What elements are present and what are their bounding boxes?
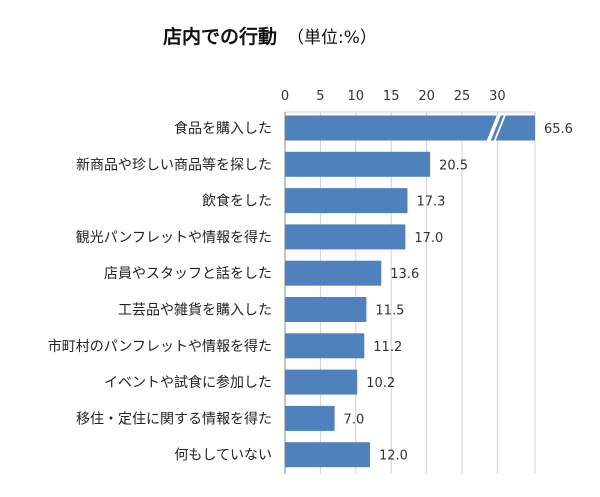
category-label: 工芸品や雑貨を購入した xyxy=(118,302,272,319)
bar xyxy=(285,442,370,468)
tick-label: 0 xyxy=(281,89,289,104)
tick-label: 15 xyxy=(383,89,400,104)
tick-label: 30 xyxy=(489,89,506,104)
bar xyxy=(285,405,335,431)
data-label: 11.5 xyxy=(375,304,404,319)
data-label: 20.5 xyxy=(439,158,468,173)
category-label: 食品を購入した xyxy=(174,120,272,137)
category-label: 新商品や珍しい商品等を探した xyxy=(76,156,272,173)
bar xyxy=(285,188,408,214)
data-label: 65.6 xyxy=(544,122,573,137)
bar xyxy=(285,297,367,322)
bar xyxy=(285,224,406,250)
tick-label: 5 xyxy=(316,89,324,104)
tick-label: 10 xyxy=(348,89,365,104)
data-label: 11.2 xyxy=(373,340,402,355)
category-label: 店員やスタッフと話をした xyxy=(104,265,272,282)
data-label: 7.0 xyxy=(344,412,365,427)
axis-break-mark xyxy=(493,115,506,141)
chart-title: 店内での行動 （単位:%） xyxy=(163,22,377,49)
category-label: イベントや試食に参加した xyxy=(104,374,272,391)
category-label: 何もしていない xyxy=(174,448,272,464)
bar xyxy=(285,333,365,359)
bar xyxy=(285,369,358,395)
category-label: 市町村のパンフレットや情報を得た xyxy=(48,338,272,355)
data-label: 12.0 xyxy=(379,449,408,464)
unit-note: （単位:%） xyxy=(287,28,377,48)
tick-label: 20 xyxy=(418,89,435,104)
data-label: 17.0 xyxy=(414,231,443,246)
category-label: 飲食をした xyxy=(202,193,272,210)
tick-label: 25 xyxy=(454,89,471,104)
data-label: 13.6 xyxy=(390,267,419,282)
title-text: 店内での行動 xyxy=(163,26,278,48)
data-label: 17.3 xyxy=(416,195,445,210)
data-label: 10.2 xyxy=(366,376,395,391)
axis-break-mark xyxy=(486,115,501,141)
bar xyxy=(285,151,431,177)
bar xyxy=(285,260,382,286)
category-label: 観光パンフレットや情報を得た xyxy=(76,229,272,246)
category-label: 移住・定住に関する情報を得た xyxy=(76,410,272,427)
